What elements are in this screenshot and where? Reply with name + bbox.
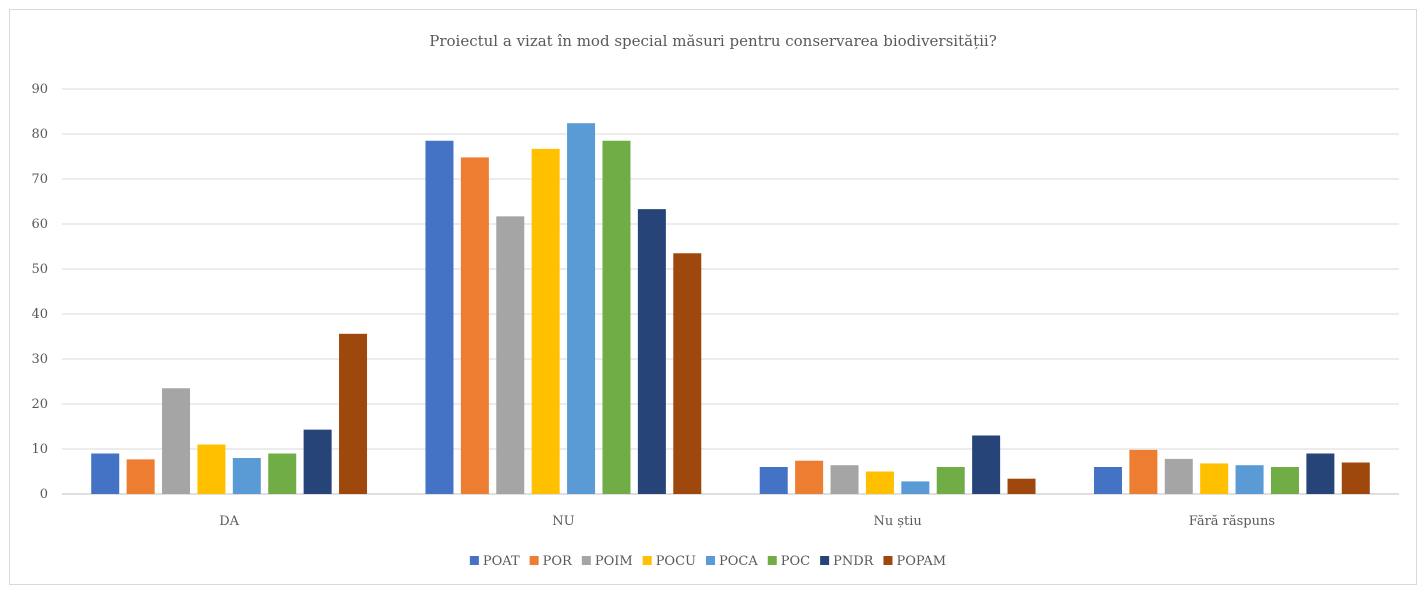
legend-swatch <box>767 556 777 565</box>
y-tick-label: 30 <box>31 352 48 367</box>
y-tick-label: 40 <box>31 307 48 322</box>
bar-poat-3 <box>1093 467 1122 494</box>
bar-popam-2 <box>1007 478 1036 494</box>
legend-label: POCU <box>656 554 696 569</box>
bar-poc-3 <box>1270 467 1299 494</box>
legend: POAT POR POIM POCU POCA POC PNDR POPAM <box>469 554 946 569</box>
bar-pndr-2 <box>972 435 1001 494</box>
legend-label: POIM <box>595 554 633 569</box>
bar-pndr-1 <box>637 209 666 494</box>
bar-poim-0 <box>162 388 191 494</box>
bar-pndr-3 <box>1306 453 1335 494</box>
bar-popam-0 <box>339 333 368 494</box>
bar-poim-1 <box>496 216 525 494</box>
y-tick-label: 70 <box>31 172 48 187</box>
legend-item-popam: POPAM <box>883 554 946 569</box>
legend-item-poim: POIM <box>581 554 633 569</box>
bar-pocu-2 <box>865 471 894 494</box>
legend-swatch <box>581 556 591 565</box>
legend-label: PNDR <box>833 554 875 569</box>
bar-poca-1 <box>567 123 596 494</box>
bar-poca-3 <box>1235 465 1264 494</box>
bar-pndr-0 <box>303 429 332 494</box>
x-category-label: NU <box>552 514 574 529</box>
bar-pocu-1 <box>531 148 560 494</box>
y-axis-ticks: 0 10 20 30 40 50 60 70 80 90 <box>31 82 48 502</box>
bar-poca-2 <box>901 481 930 494</box>
y-tick-label: 60 <box>31 217 48 232</box>
legend-label: POCA <box>719 554 758 569</box>
bar-poat-1 <box>425 140 454 494</box>
gridlines <box>62 88 1399 495</box>
bars <box>91 123 1370 494</box>
legend-swatch <box>642 556 652 565</box>
legend-item-pocu: POCU <box>642 554 696 569</box>
bar-pocu-3 <box>1200 463 1229 494</box>
bar-por-0 <box>126 459 155 494</box>
x-category-label: DA <box>219 514 239 529</box>
legend-swatch <box>883 556 893 565</box>
bar-poc-0 <box>268 453 297 494</box>
legend-label: POPAM <box>896 554 946 569</box>
y-tick-label: 20 <box>31 397 48 412</box>
bar-poc-1 <box>602 140 631 494</box>
x-category-label: Nu știu <box>873 514 921 529</box>
bar-popam-1 <box>673 253 702 494</box>
bar-por-3 <box>1129 449 1158 494</box>
legend-label: POC <box>781 554 810 569</box>
x-category-label: Fără răspuns <box>1189 514 1275 529</box>
legend-item-poc: POC <box>767 554 810 569</box>
y-tick-label: 90 <box>31 82 48 97</box>
bar-por-2 <box>795 460 824 494</box>
bar-pocu-0 <box>197 444 226 494</box>
legend-item-por: POR <box>529 554 573 569</box>
legend-item-poca: POCA <box>706 554 758 569</box>
bar-poim-2 <box>830 465 859 494</box>
y-tick-label: 80 <box>31 127 48 142</box>
chart-title: Proiectul a vizat în mod special măsuri … <box>429 32 997 50</box>
bar-poca-0 <box>232 458 261 494</box>
x-axis-labels: DA NU Nu știu Fără răspuns <box>219 514 1275 529</box>
legend-item-poat: POAT <box>469 554 520 569</box>
bar-poim-3 <box>1164 458 1193 494</box>
legend-swatch <box>706 556 716 565</box>
legend-swatch <box>820 556 830 565</box>
y-tick-label: 10 <box>31 442 48 457</box>
y-tick-label: 0 <box>40 487 48 502</box>
legend-swatch <box>469 556 479 565</box>
bar-poat-2 <box>759 467 788 494</box>
legend-swatch <box>529 556 539 565</box>
bar-por-1 <box>460 157 489 494</box>
bar-poc-2 <box>936 467 965 494</box>
legend-label: POR <box>543 554 573 569</box>
legend-item-pndr: PNDR <box>820 554 875 569</box>
y-tick-label: 50 <box>31 262 48 277</box>
bar-poat-0 <box>91 453 120 494</box>
bar-popam-3 <box>1341 462 1370 494</box>
legend-label: POAT <box>483 554 520 569</box>
